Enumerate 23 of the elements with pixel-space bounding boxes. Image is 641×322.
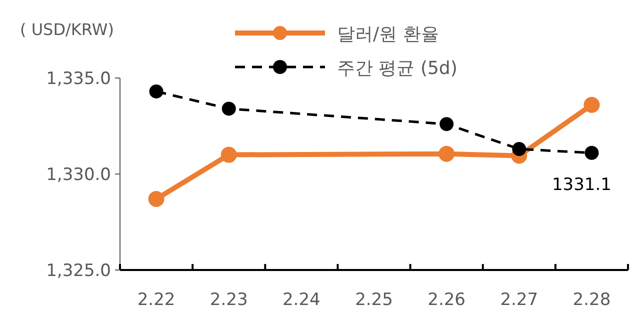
x-tick-label: 2.26: [428, 290, 466, 310]
point: [584, 146, 599, 160]
point: [584, 96, 600, 113]
x-tick-label: 2.28: [572, 290, 611, 310]
x-tick-label: 2.24: [282, 290, 320, 310]
legend-label: 주간 평균 (5d): [337, 58, 458, 79]
x-tick-label: 2.25: [355, 290, 393, 310]
y-tick-label: 1,325.0: [46, 261, 111, 281]
y-tick-label: 1,330.0: [46, 165, 111, 185]
x-tick-label: 2.27: [500, 290, 538, 310]
point: [438, 146, 455, 162]
x-tick-label: 2.22: [137, 290, 176, 310]
point: [440, 117, 454, 132]
y-tick-label: 1,335.0: [46, 69, 111, 89]
point: [222, 102, 236, 116]
point: [149, 84, 164, 98]
data-label: 1331.1: [552, 174, 612, 195]
x-tick-label: 2.23: [210, 290, 248, 310]
point: [512, 142, 526, 156]
y-axis-title: ( USD/KRW): [20, 20, 114, 39]
point: [148, 190, 164, 207]
legend-label: 달러/원 환율: [337, 24, 439, 45]
point: [220, 146, 237, 163]
